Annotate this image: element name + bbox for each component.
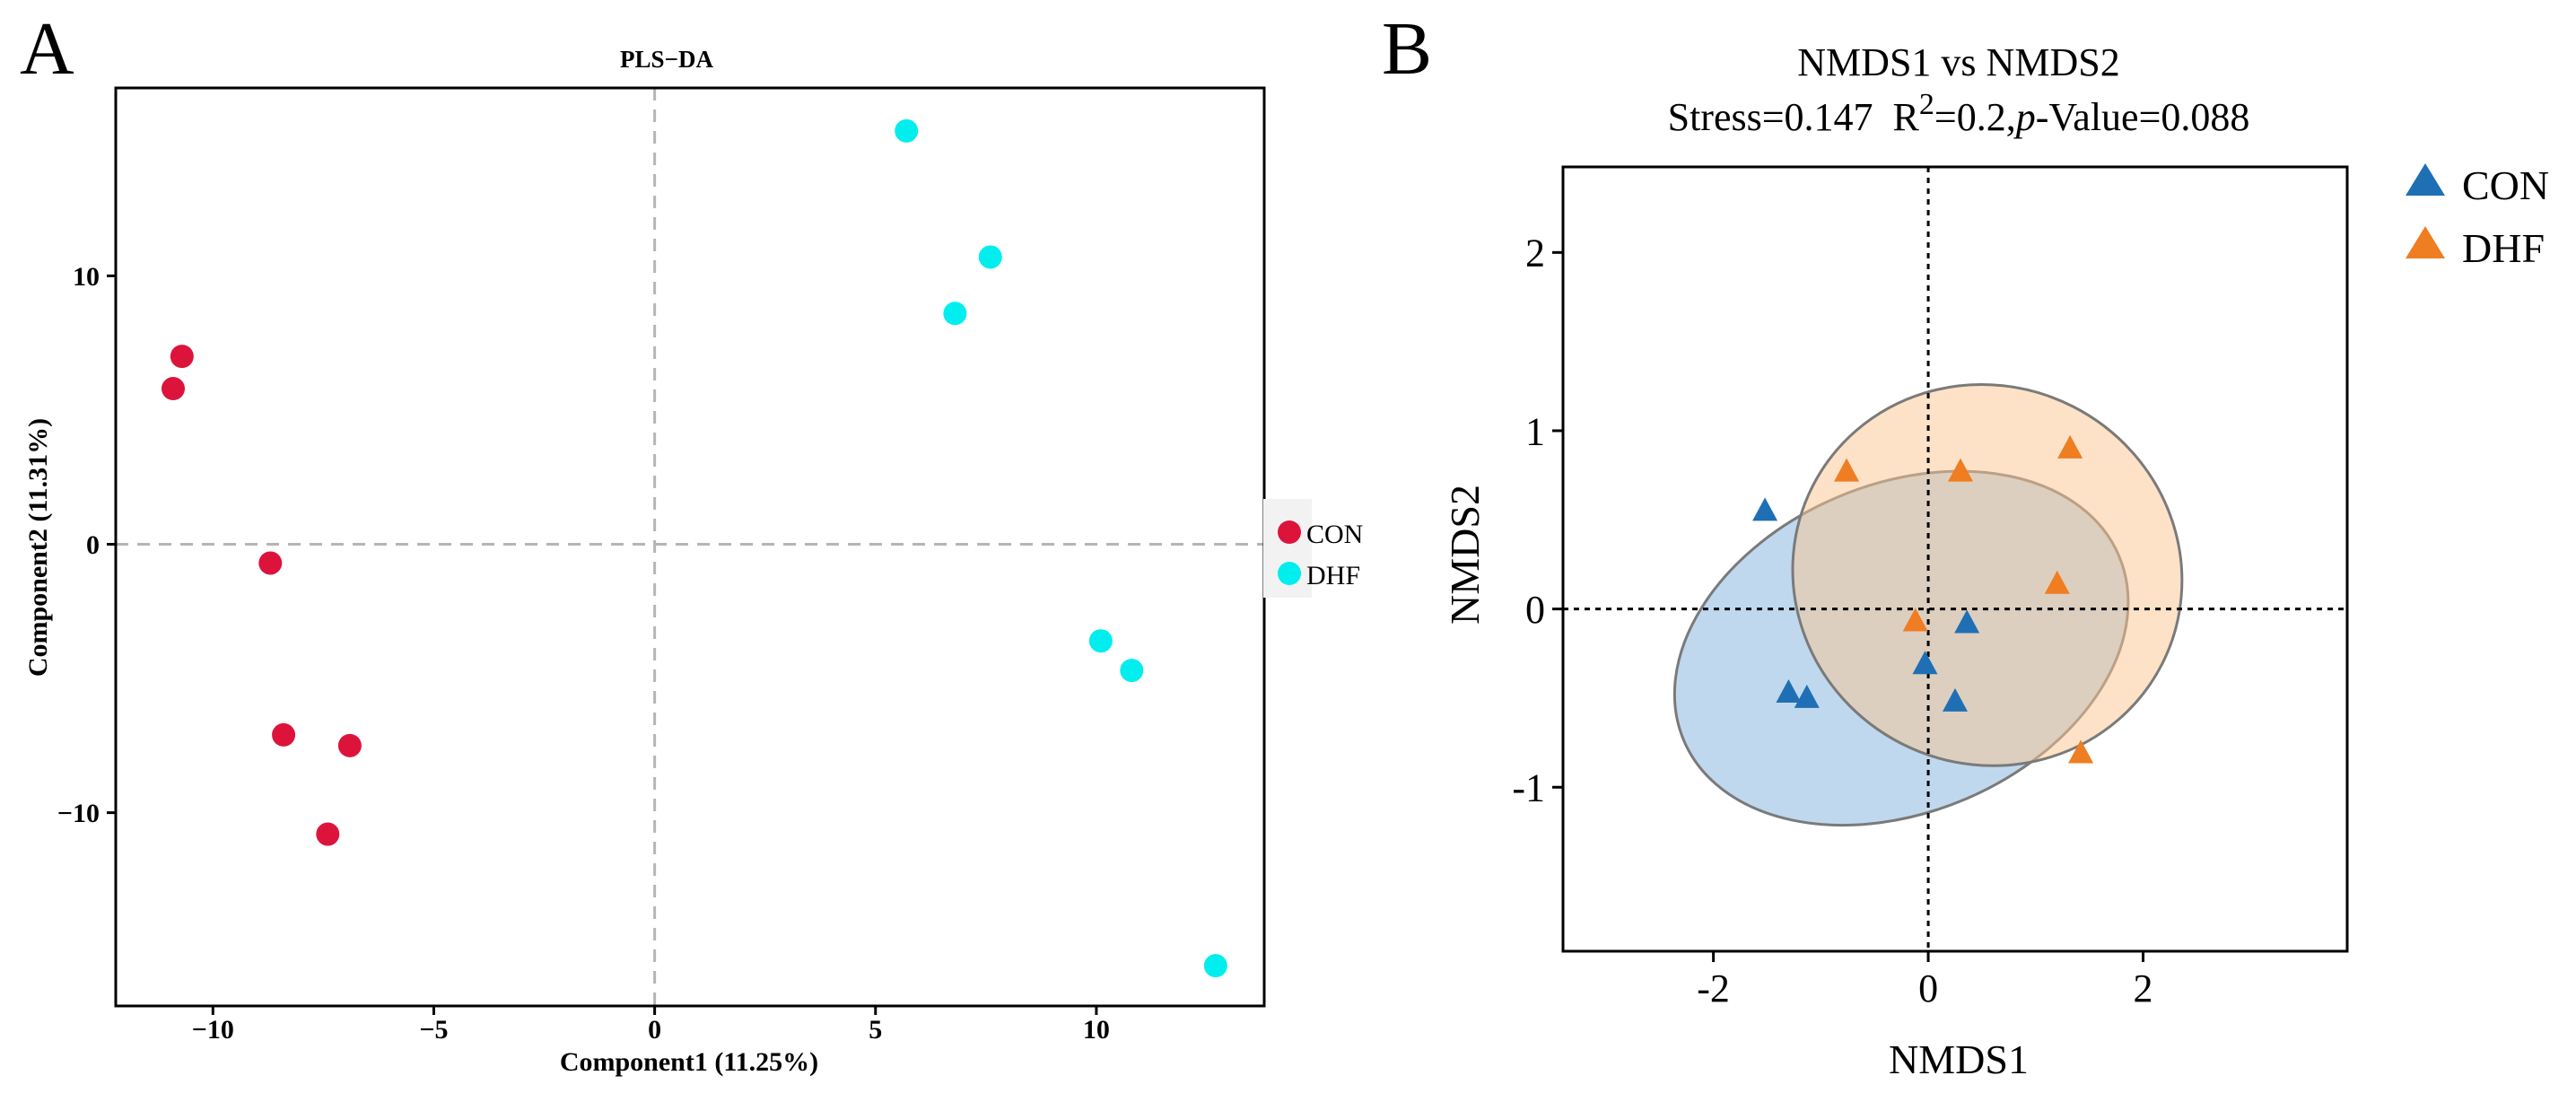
panel-a: A PLS−DA −10 −5 0 5 10 10 0 −10 Component1 (11… [20,7,1363,1077]
panel-a-points [162,118,1227,978]
x-tick-label: 5 [869,1015,882,1045]
panel-a-y-axis-label: Component2 (11.31%) [23,418,53,677]
x-tick-label: 10 [1083,1015,1110,1045]
panel-b-label: B [1382,7,1432,91]
legend-a-con-marker [1278,520,1301,544]
panel-a-label: A [20,7,74,91]
x-tick-label: -2 [1697,966,1730,1010]
x-tick-label: −10 [192,1015,234,1045]
panel-b-subtitle-r-superscript: 2 [1919,88,1934,121]
y-tick-label: 0 [1525,588,1545,632]
panel-b-points [1752,434,2094,764]
data-point-con [162,377,185,401]
panel-b-subtitle-p-letter: p [2013,95,2036,139]
data-point-con [1954,609,1980,634]
panel-a-x-ticks: −10 −5 0 5 10 [192,1006,1110,1045]
data-point-con [316,822,340,846]
panel-a-plot-frame [114,86,1266,1008]
panel-a-y-ticks: 10 0 −10 [57,262,116,828]
panel-b-subtitle-p-value: -Value=0.088 [2036,95,2250,139]
legend-b-dhf-marker [2406,226,2445,258]
data-point-dhf [1834,458,1860,482]
panel-b-y-axis-label: NMDS2 [1442,485,1488,625]
panel-b-subtitle-r-prefix: R [1893,95,1920,139]
y-tick-label: 1 [1525,409,1545,453]
x-tick-label: 0 [648,1015,661,1045]
panel-b-subtitle-stress: Stress=0.147 [1668,95,1873,139]
data-point-con [1752,497,1778,521]
data-point-con [1776,678,1802,703]
data-point-dhf [1120,659,1144,683]
data-point-dhf [1203,954,1227,978]
data-point-con [272,722,296,747]
data-point-dhf [2068,739,2094,764]
y-tick-label: 10 [73,262,100,292]
x-tick-label: 2 [2134,966,2153,1010]
data-point-dhf [1902,608,1928,632]
data-point-dhf [1088,629,1113,653]
panel-a-legend: CON DHF [1263,499,1363,598]
legend-b-dhf-label: DHF [2462,225,2545,271]
panel-a-x-axis-label: Component1 (11.25%) [560,1047,818,1077]
y-tick-label: 2 [1525,232,1545,275]
y-tick-label: -1 [1512,766,1545,810]
data-point-con [1794,684,1820,708]
data-point-con [1912,651,1938,675]
y-tick-label: 0 [86,530,100,560]
panel-b-legend: CON DHF [2406,162,2549,271]
legend-b-con-marker [2406,163,2445,196]
data-point-dhf [2044,570,2070,594]
panel-b: B NMDS1 vs NMDS2 Stress=0.147 R2=0.2,p-Va… [1382,7,2549,1082]
x-tick-label: −5 [419,1015,448,1045]
data-point-con [258,551,283,575]
data-point-dhf [1947,458,1973,482]
data-point-dhf [895,118,919,143]
y-tick-label: −10 [57,799,100,828]
x-tick-label: 0 [1918,966,1938,1010]
panel-b-title: NMDS1 vs NMDS2 [1797,40,2119,84]
data-point-con [170,345,194,369]
legend-a-dhf-label: DHF [1306,561,1360,590]
legend-a-con-label: CON [1306,520,1363,549]
panel-b-plot-frame [1561,165,2349,953]
panel-b-x-axis-label: NMDS1 [1889,1036,2029,1082]
panel-b-subtitle: Stress=0.147 R2=0.2,p-Value=0.088 [1668,88,2250,139]
data-point-dhf [978,245,1002,269]
panel-a-title: PLS−DA [620,46,713,73]
data-point-con [1943,687,1968,712]
data-point-dhf [943,302,967,326]
legend-b-con-label: CON [2462,162,2549,208]
panel-b-x-ticks: -2 0 2 [1697,951,2153,1010]
panel-b-y-ticks: 2 1 0 -1 [1512,232,1563,810]
legend-a-dhf-marker [1278,562,1301,585]
ellipse-dhf [1791,383,2184,767]
panel-b-subtitle-r-value: =0.2, [1934,95,2016,139]
data-point-con [337,733,362,757]
data-point-dhf [2057,434,2083,459]
panel-b-confidence-ellipses [1672,383,2184,827]
